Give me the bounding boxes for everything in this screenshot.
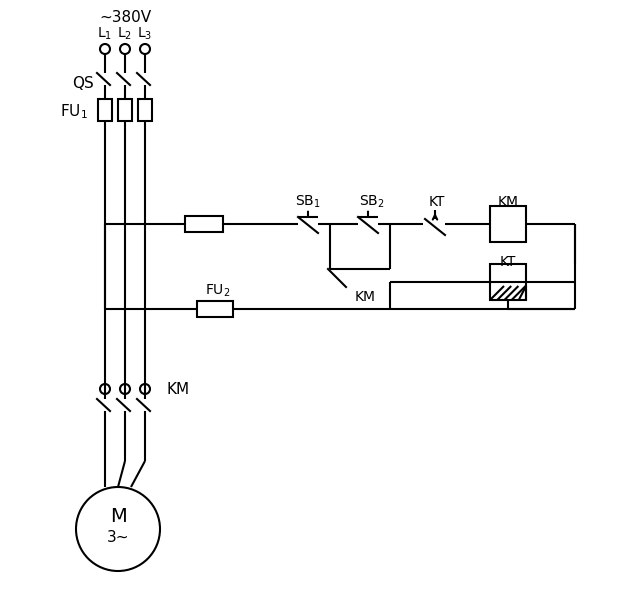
Bar <box>138 99 152 121</box>
Text: KT: KT <box>429 195 445 209</box>
Bar <box>98 99 112 121</box>
Text: M: M <box>109 507 126 527</box>
Circle shape <box>120 384 130 394</box>
Text: L$_3$: L$_3$ <box>138 26 152 42</box>
Bar <box>118 99 132 121</box>
Text: KM: KM <box>355 290 376 304</box>
Bar <box>490 264 526 300</box>
Text: QS: QS <box>72 77 93 91</box>
Circle shape <box>120 44 130 54</box>
Circle shape <box>100 384 110 394</box>
Text: L$_2$: L$_2$ <box>118 26 132 42</box>
Text: SB$_2$: SB$_2$ <box>359 194 385 210</box>
Text: ~380V: ~380V <box>99 10 151 26</box>
Text: 3~: 3~ <box>107 529 129 544</box>
Text: SB$_1$: SB$_1$ <box>295 194 321 210</box>
Circle shape <box>76 487 160 571</box>
Text: KT: KT <box>500 255 516 269</box>
Text: KM: KM <box>497 195 518 209</box>
Bar <box>197 301 233 317</box>
Bar <box>490 206 526 242</box>
Bar <box>185 216 223 232</box>
Circle shape <box>140 44 150 54</box>
Text: FU$_2$: FU$_2$ <box>205 283 231 299</box>
Text: FU$_1$: FU$_1$ <box>60 103 88 121</box>
Circle shape <box>140 384 150 394</box>
Circle shape <box>100 44 110 54</box>
Text: L$_1$: L$_1$ <box>97 26 113 42</box>
Text: KM: KM <box>167 381 190 396</box>
